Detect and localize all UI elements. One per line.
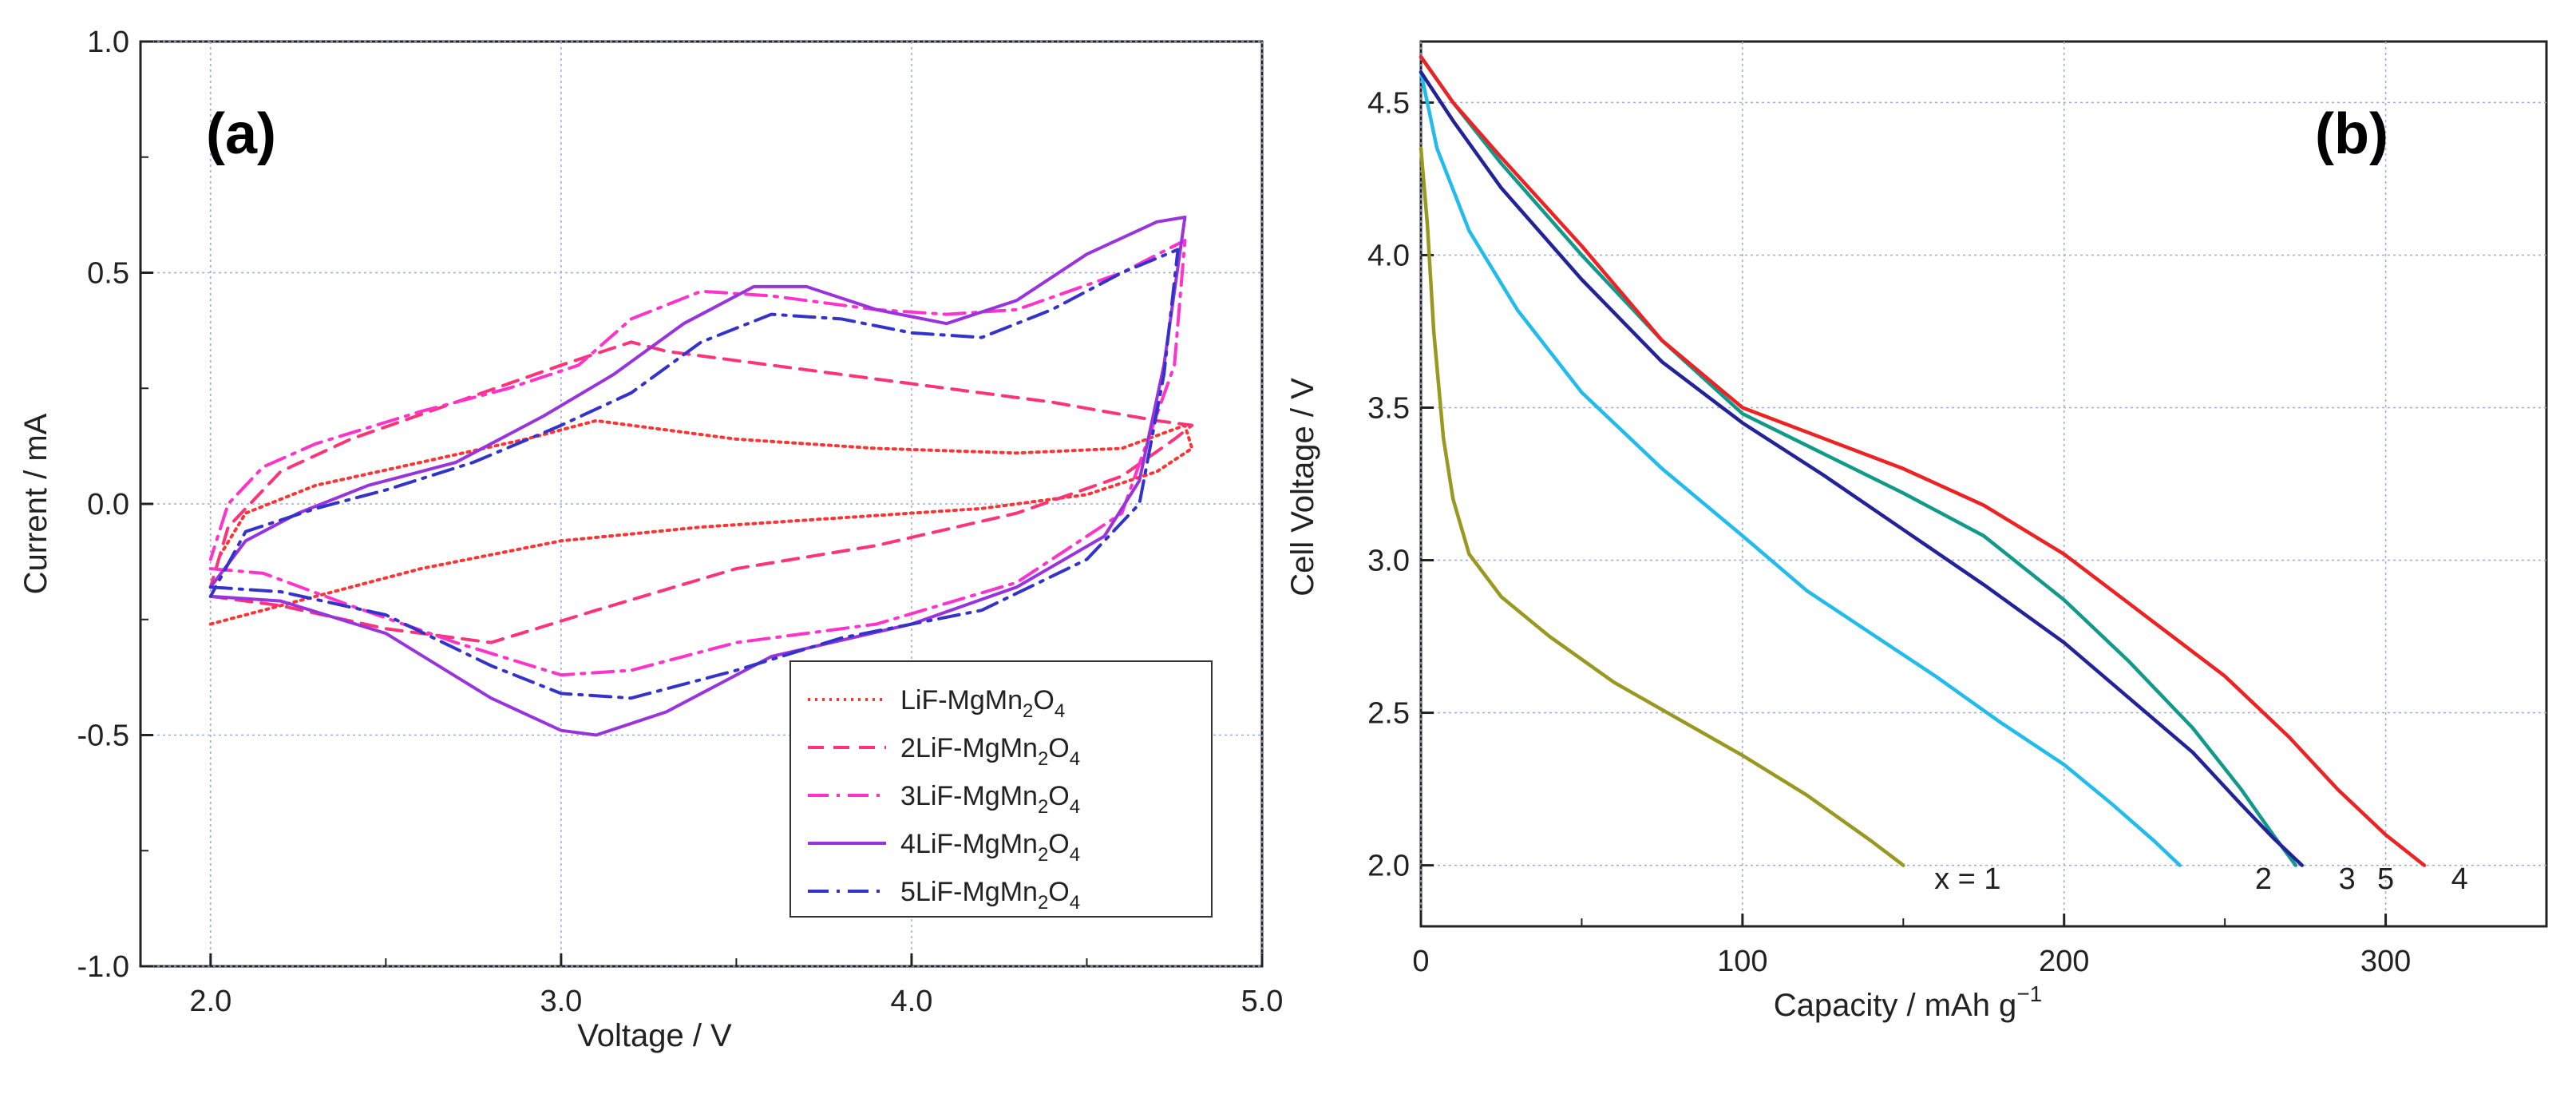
legend-label-1: 2LiF-MgMn2O4	[900, 733, 1080, 770]
x-tick-label: 3.0	[540, 985, 582, 1018]
legend-label-mid: O	[1048, 733, 1069, 763]
curve-label-3: 5	[2377, 862, 2394, 896]
legend-label-sub2: 4	[1070, 748, 1080, 770]
legend-label-sub1: 2	[1038, 892, 1048, 914]
series-line-a-2	[208, 239, 1187, 677]
legend-label-prefix: 2LiF-MgMn	[900, 733, 1038, 763]
curve-label-4: 4	[2451, 862, 2468, 896]
legend-label-0: LiF-MgMn2O4	[900, 685, 1065, 722]
legend-a: LiF-MgMn2O42LiF-MgMn2O43LiF-MgMn2O44LiF-…	[789, 660, 1213, 918]
legend-label-sub1: 2	[1038, 844, 1048, 866]
ticks-b: 0 100 200 300 2.0 2.5 3.0 3.5 4.0 4.5	[1367, 86, 2411, 978]
chart-panel-a: 2.0 3.0 4.0 5.0 -1.0 -0.5 0.0 0.5 1.0 (a) Curren…	[18, 26, 1283, 1053]
legend-label-prefix: 5LiF-MgMn	[900, 877, 1038, 907]
curve-label-1: 2	[2255, 862, 2272, 896]
legend-label-mid: O	[1048, 829, 1069, 859]
plot-frame-b	[1419, 40, 2548, 928]
x-axis-label-b-main: Capacity / mAh g	[1774, 988, 2017, 1023]
legend-label-sub1: 2	[1038, 796, 1048, 818]
y-tick-label: -0.5	[77, 720, 129, 753]
y-tick-label: 0.0	[87, 488, 129, 521]
series-a	[208, 216, 1194, 737]
grid-b	[1420, 42, 2546, 926]
x-axis-label-a: Voltage / V	[577, 1018, 732, 1053]
legend-label-prefix: 4LiF-MgMn	[900, 829, 1038, 859]
x-axis-label-b: Capacity / mAh g−1	[1774, 981, 2043, 1023]
y-axis-label-a: Current / mA	[18, 413, 53, 594]
legend-label-3: 4LiF-MgMn2O4	[900, 829, 1080, 866]
legend-label-mid: O	[1048, 877, 1069, 907]
x-tick-label: 2.0	[189, 985, 231, 1018]
legend-label-mid: O	[1048, 781, 1069, 811]
series-line-a-1	[208, 340, 1194, 644]
legend-label-prefix: LiF-MgMn	[900, 685, 1023, 716]
series-line-b-4	[1419, 54, 2427, 867]
series-line-b-0	[1419, 146, 1905, 867]
series-line-b-1	[1419, 69, 2182, 867]
legend-label-sub1: 2	[1038, 748, 1048, 770]
ticks-a: 2.0 3.0 4.0 5.0 -1.0 -0.5 0.0 0.5 1.0	[77, 26, 1284, 1018]
x-tick-label: 200	[2039, 945, 2089, 978]
x-tick-label: 300	[2360, 945, 2411, 978]
y-tick-label: 3.5	[1367, 391, 1410, 425]
x-tick-label: 100	[1717, 945, 1767, 978]
x-axis-label-b-sup: −1	[2016, 981, 2042, 1006]
panel-label-b: (b)	[2315, 102, 2388, 166]
y-tick-label: 4.5	[1367, 86, 1410, 120]
x-tick-label: 0	[1412, 945, 1429, 978]
y-tick-label: 0.5	[87, 257, 129, 291]
y-tick-label: 1.0	[87, 26, 129, 59]
legend-label-sub2: 4	[1055, 700, 1065, 722]
series-line-b-3	[1419, 69, 2305, 867]
series-line-a-3	[208, 216, 1187, 737]
series-line-b-2	[1419, 54, 2298, 867]
panel-label-a: (a)	[206, 102, 276, 166]
legend-label-sub2: 4	[1070, 892, 1080, 914]
y-tick-label: 2.5	[1367, 697, 1410, 731]
legend-label-mid: O	[1033, 685, 1054, 716]
legend-label-sub2: 4	[1070, 796, 1080, 818]
curve-label-2: 3	[2339, 862, 2356, 896]
y-tick-label: 2.0	[1367, 850, 1410, 883]
y-tick-label: 4.0	[1367, 239, 1410, 272]
x-tick-label: 5.0	[1241, 985, 1284, 1018]
legend-label-4: 5LiF-MgMn2O4	[900, 877, 1080, 914]
x-tick-label: 4.0	[891, 985, 933, 1018]
legend-box-a	[789, 660, 1213, 918]
legend-label-sub1: 2	[1023, 700, 1033, 722]
legend-label-2: 3LiF-MgMn2O4	[900, 781, 1080, 818]
series-line-a-0	[208, 418, 1194, 626]
legend-label-sub2: 4	[1070, 844, 1080, 866]
legend-label-prefix: 3LiF-MgMn	[900, 781, 1038, 811]
y-tick-label: 3.0	[1367, 545, 1410, 578]
series-b	[1419, 54, 2427, 867]
y-axis-label-b: Cell Voltage / V	[1285, 378, 1320, 597]
y-tick-label: -1.0	[77, 950, 129, 984]
curve-label-0: x = 1	[1934, 862, 2000, 896]
